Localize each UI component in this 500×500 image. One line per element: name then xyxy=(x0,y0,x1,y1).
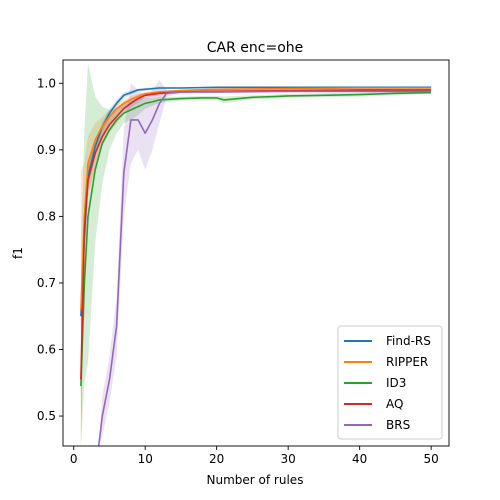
legend: Find-RS RIPPER ID3 AQ BRS xyxy=(337,325,443,440)
y-tick-label: 0.7 xyxy=(37,276,56,290)
x-tick-label: 10 xyxy=(138,452,153,466)
axes: 0 10 20 30 40 50 0.5 0.6 0.7 0.8 0.9 1.0 xyxy=(37,59,450,466)
legend-label-brs: BRS xyxy=(386,418,410,432)
x-tick-label: 30 xyxy=(281,452,296,466)
chart-title: CAR enc=ohe xyxy=(207,40,304,56)
series-line-find-rs xyxy=(80,86,432,317)
y-tick-label: 1.0 xyxy=(37,76,56,90)
x-tick-label: 0 xyxy=(70,452,78,466)
y-tick-label: 0.5 xyxy=(37,409,56,423)
plot-area xyxy=(80,63,432,446)
x-tick-label: 50 xyxy=(423,452,438,466)
y-axis-label: f1 xyxy=(11,247,25,259)
legend-box xyxy=(337,325,443,440)
series-line-id3 xyxy=(80,91,432,387)
axes-frame xyxy=(62,59,450,447)
y-tick-label: 0.8 xyxy=(37,209,56,223)
series-line-ripper xyxy=(80,87,432,310)
series-line-brs xyxy=(97,90,432,446)
y-tick-label: 0.6 xyxy=(37,343,56,357)
x-tick-label: 40 xyxy=(352,452,367,466)
legend-label-ripper: RIPPER xyxy=(386,355,428,369)
legend-label-aq: AQ xyxy=(386,397,403,411)
legend-label-id3: ID3 xyxy=(386,376,406,390)
y-tick-label: 0.9 xyxy=(37,143,56,157)
x-tick-label: 20 xyxy=(209,452,224,466)
x-axis-label: Number of rules xyxy=(207,473,304,487)
legend-label-find-rs: Find-RS xyxy=(386,334,431,348)
band-brs xyxy=(98,80,432,446)
